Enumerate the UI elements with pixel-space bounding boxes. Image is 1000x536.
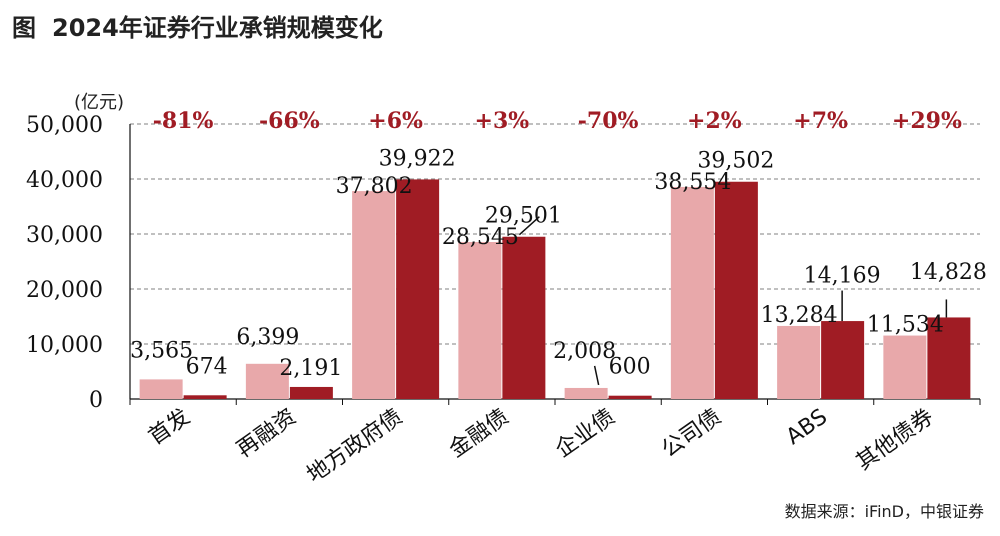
y-tick-label: 40,000 <box>26 168 103 193</box>
change-label: -81% <box>153 108 214 134</box>
bar-2023 <box>458 242 502 399</box>
bar-2024 <box>714 181 758 399</box>
leader-line <box>593 365 600 386</box>
figure-label: 图 <box>12 14 36 42</box>
y-tick-label: 20,000 <box>26 278 103 303</box>
value-label: 39,922 <box>379 146 456 171</box>
change-label: +7% <box>793 108 848 134</box>
category-label: 地方政府债 <box>303 404 407 488</box>
value-label: 14,828 <box>910 260 987 285</box>
y-axis-unit: (亿元) <box>74 92 125 113</box>
value-label: 29,501 <box>485 204 562 229</box>
y-tick-label: 30,000 <box>26 223 103 248</box>
bar-2024 <box>289 386 333 399</box>
bar-2024 <box>502 236 546 399</box>
value-label: 600 <box>609 355 651 380</box>
bar-2024 <box>183 395 227 399</box>
leader-line <box>518 216 540 236</box>
data-source: 数据来源：iFinD，中银证券 <box>784 502 984 521</box>
bar-2024 <box>608 395 652 399</box>
bar-2024 <box>396 179 440 399</box>
value-label: 14,169 <box>804 264 881 289</box>
bar-2023 <box>883 335 927 399</box>
category-label: 再融资 <box>232 404 300 462</box>
change-label: -70% <box>578 108 639 134</box>
value-label: 2,008 <box>553 339 616 364</box>
change-label: -66% <box>259 108 320 134</box>
value-label: 13,284 <box>761 303 838 328</box>
category-label: 公司债 <box>657 404 725 462</box>
value-label: 38,554 <box>654 170 731 195</box>
value-label: 37,802 <box>336 174 413 199</box>
bar-2023 <box>139 379 183 399</box>
y-tick-label: 10,000 <box>26 333 103 358</box>
bar-2024 <box>927 317 971 399</box>
category-label: ABS <box>782 404 832 450</box>
y-tick-label: 0 <box>89 388 103 413</box>
value-label: 674 <box>186 354 228 379</box>
change-label: +3% <box>475 108 530 134</box>
value-label: 6,399 <box>236 325 299 350</box>
value-label: 11,534 <box>867 313 944 338</box>
bar-2023 <box>564 387 608 399</box>
bar-2023 <box>245 363 289 399</box>
category-label: 其他债券 <box>852 404 938 475</box>
value-label: 2,191 <box>279 356 342 381</box>
value-label: 28,545 <box>442 225 519 250</box>
change-label: +6% <box>368 108 423 134</box>
category-label: 企业债 <box>551 404 619 462</box>
category-label: 金融债 <box>445 404 513 462</box>
bar-2024 <box>821 321 865 399</box>
category-label: 首发 <box>144 404 194 450</box>
change-label: +2% <box>687 108 742 134</box>
y-tick-label: 50,000 <box>26 113 103 138</box>
value-label: 39,502 <box>697 149 774 174</box>
title-text: 2024年证券行业承销规模变化 <box>52 14 383 42</box>
change-label: +29% <box>892 108 962 134</box>
bar-2023 <box>352 191 396 399</box>
value-label: 3,565 <box>130 338 193 363</box>
bar-2023 <box>670 186 714 399</box>
chart-title: 图 2024年证券行业承销规模变化 <box>12 8 383 43</box>
bar-2023 <box>777 325 821 399</box>
